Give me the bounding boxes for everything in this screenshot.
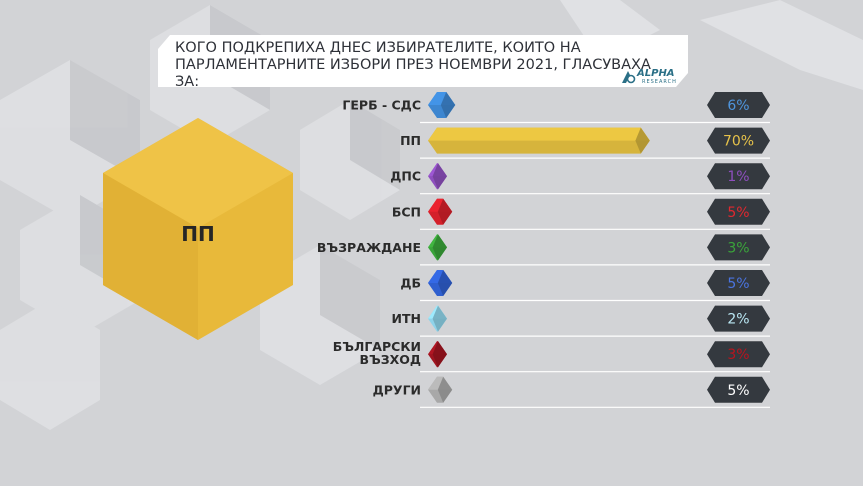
category-label-възраждане: ВЪЗРАЖДАНЕ [317,240,421,255]
bar-итн [428,305,447,332]
value-badge [707,92,770,118]
logo-word: ALPHA [637,68,675,79]
category-label-line: ДРУГИ [373,382,421,397]
category-label-line: ВЪЗРАЖДАНЕ [317,240,421,255]
category-label-line: ДБ [400,276,421,291]
value-badge [707,198,770,225]
category-label-line: БЪЛГАРСКИ [333,339,421,354]
bar-герб-сдс [428,92,456,118]
highlight-party-label: ПП [181,222,215,246]
bar-дпс [428,163,447,190]
highlight-hexagon [103,118,293,340]
value-badge [707,127,770,154]
category-label-line: ИТН [392,311,421,326]
category-label-line: ВЪЗХОД [359,352,421,367]
bar-пп [428,127,650,154]
category-label-други: ДРУГИ [373,382,421,397]
value-badge [707,270,770,296]
category-label-бсп: БСП [392,204,421,219]
value-label-дб: 5% [727,276,749,292]
category-label-line: БСП [392,204,421,219]
bar-български-възход [428,341,447,368]
chart-title: КОГО ПОДКРЕПИХА ДНЕС ИЗБИРАТЕЛИТЕ, КОИТО… [175,40,651,90]
value-badge [707,376,770,403]
value-label-герб-сдс: 6% [727,98,749,114]
category-label-итн: ИТН [392,311,421,326]
value-label-итн: 2% [727,312,749,328]
value-label-дпс: 1% [727,169,749,185]
value-badge [707,163,770,190]
value-label-други: 5% [727,383,749,399]
bar-бсп [428,198,453,225]
bar-дб [428,270,453,296]
bar-други [428,376,453,403]
value-badge [707,234,770,261]
alpha-research-logo: ALPHA RESEARCH [620,68,690,86]
value-label-пп: 70% [723,134,754,150]
category-label-дб: ДБ [400,276,421,291]
value-badge [707,341,770,368]
category-label-line: ПП [400,133,421,148]
alpha-logo-icon [622,71,636,84]
bar-възраждане [428,234,447,261]
category-label-дпс: ДПС [390,169,421,184]
category-label-български-възход: БЪЛГАРСКИ ВЪЗХОД [333,339,421,367]
title-box [158,35,688,87]
value-label-български-възход: 3% [727,347,749,363]
category-label-line: ДПС [390,169,421,184]
value-badge [707,305,770,332]
value-label-бсп: 5% [727,205,749,221]
category-label-line: ГЕРБ - СДС [342,98,421,113]
category-label-пп: ПП [400,133,421,148]
category-label-герб-сдс: ГЕРБ - СДС [342,98,421,113]
logo-sub: RESEARCH [642,79,677,85]
value-label-възраждане: 3% [727,240,749,256]
